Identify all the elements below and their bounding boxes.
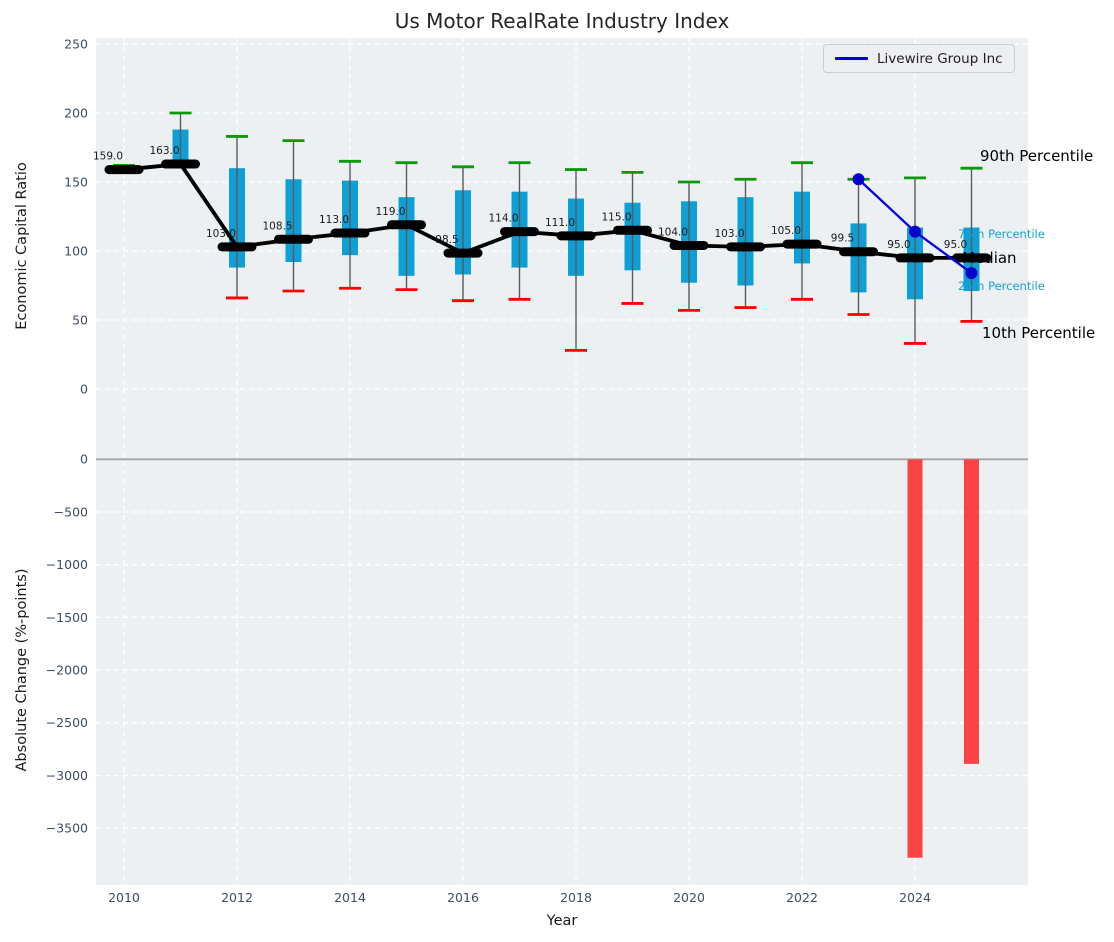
annotation-25th-percentile: 25th Percentile: [958, 279, 1045, 293]
median-label-2012: 103.0: [206, 228, 236, 240]
annotation-90th-percentile: 90th Percentile: [980, 147, 1094, 165]
chart-title: Us Motor RealRate Industry Index: [394, 9, 730, 33]
legend-label: Livewire Group Inc: [877, 50, 1003, 67]
annotation-10th-percentile: 10th Percentile: [982, 324, 1096, 342]
ytick-bottom--500: −500: [54, 504, 88, 519]
xtick-2012: 2012: [221, 890, 253, 905]
median-label-2010: 159.0: [93, 151, 123, 163]
bar-2025: [964, 459, 979, 764]
median-label-2011: 163.0: [149, 145, 179, 157]
median-label-2019: 115.0: [601, 211, 631, 223]
xtick-2016: 2016: [447, 890, 479, 905]
xtick-2022: 2022: [786, 890, 818, 905]
median-label-2022: 105.0: [771, 225, 801, 237]
xtick-2018: 2018: [560, 890, 592, 905]
x-axis-label: Year: [546, 913, 578, 929]
annotation-median: Median: [962, 249, 1017, 267]
bar-2024: [907, 459, 923, 858]
ytick-bottom--1500: −1500: [46, 610, 88, 625]
xtick-2014: 2014: [334, 890, 366, 905]
median-label-2023: 99.5: [831, 233, 854, 245]
y-axis-label-bottom: Absolute Change (%-points): [14, 568, 30, 772]
ytick-bottom--3500: −3500: [46, 821, 88, 836]
y-axis-label-top: Economic Capital Ratio: [14, 162, 30, 330]
ytick-bottom--2000: −2000: [46, 662, 88, 677]
median-label-2016: 98.5: [435, 234, 458, 246]
ytick-top-200: 200: [64, 105, 88, 120]
ytick-top-250: 250: [64, 36, 88, 51]
ytick-bottom--2500: −2500: [46, 715, 88, 730]
median-label-2025: 95.0: [944, 239, 967, 251]
median-label-2015: 119.0: [375, 206, 405, 218]
median-label-2024: 95.0: [887, 239, 910, 251]
plot-background: [96, 38, 1028, 885]
ytick-top-0: 0: [80, 381, 88, 396]
ytick-top-50: 50: [72, 312, 88, 327]
annotation-75th-percentile: 75th Percentile: [958, 227, 1045, 241]
ytick-bottom--1000: −1000: [46, 557, 88, 572]
ytick-bottom--3000: −3000: [46, 768, 88, 783]
xtick-2010: 2010: [108, 890, 140, 905]
median-label-2014: 113.0: [319, 214, 349, 226]
median-label-2017: 114.0: [488, 213, 518, 225]
legend-line-sample: [835, 57, 868, 60]
median-label-2020: 104.0: [658, 226, 688, 238]
median-label-2013: 108.5: [262, 220, 292, 232]
xtick-2020: 2020: [673, 890, 705, 905]
xtick-2024: 2024: [899, 890, 931, 905]
legend: Livewire Group Inc: [823, 44, 1015, 73]
company-point-2023: [852, 173, 865, 186]
median-label-2018: 111.0: [545, 217, 575, 229]
median-line: [123, 162, 972, 260]
ytick-top-100: 100: [64, 243, 88, 258]
company-point-2024: [909, 225, 921, 238]
ytick-bottom-0: 0: [80, 452, 88, 467]
median-label-2021: 103.0: [714, 228, 744, 240]
company-point-2025: [965, 267, 978, 280]
ytick-top-150: 150: [64, 174, 88, 189]
